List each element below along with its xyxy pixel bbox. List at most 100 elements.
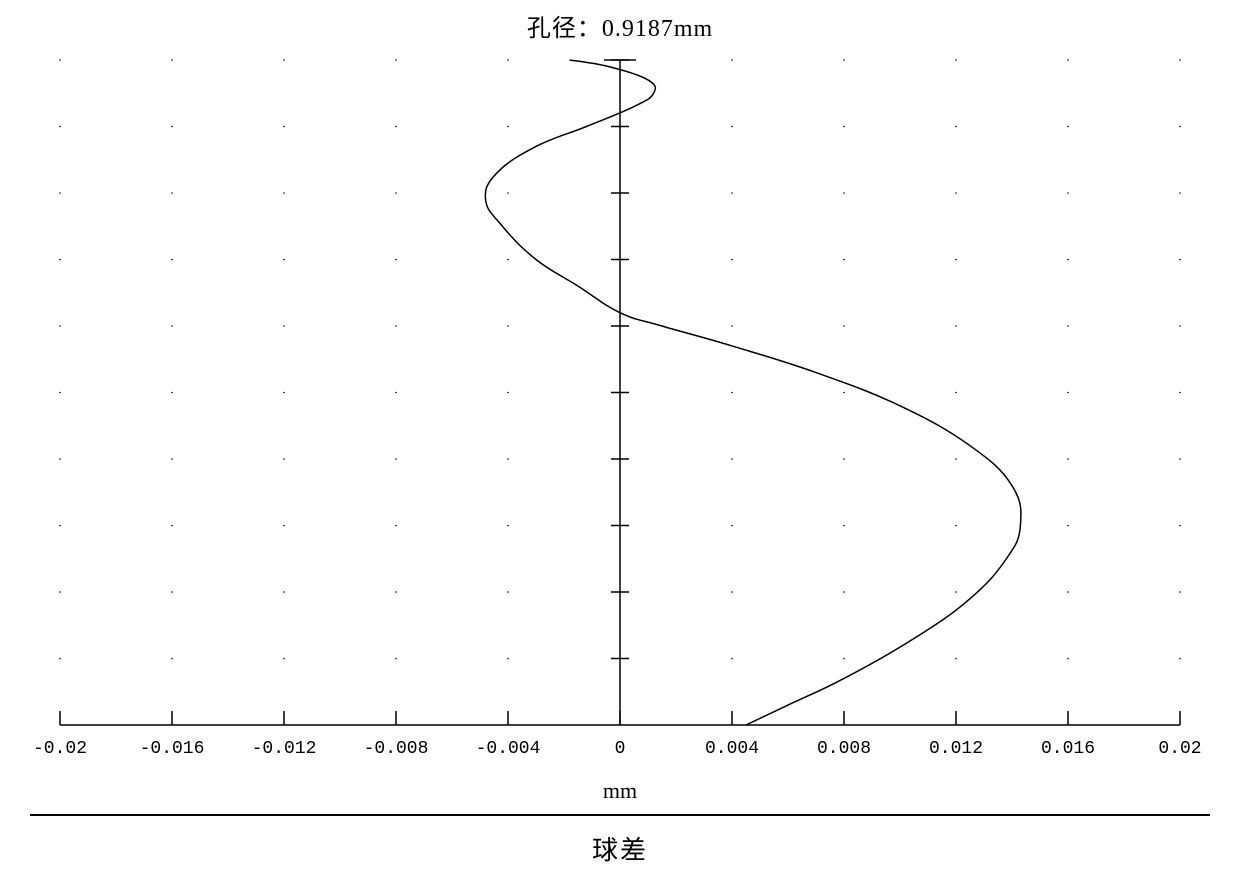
grid-dot [843,126,845,128]
grid-dot [843,259,845,261]
grid-dot [731,392,733,394]
grid-dot [171,658,173,660]
grid-dot [395,192,397,194]
grid-dot [171,59,173,61]
grid-dot [171,325,173,327]
grid-dot [59,126,61,128]
grid-dot [1179,192,1181,194]
x-axis-unit-label: mm [0,778,1240,804]
grid-dot [59,392,61,394]
grid-dot [843,458,845,460]
grid-dot [507,325,509,327]
grid-dot [395,458,397,460]
grid-dot [507,591,509,593]
grid-dot [171,525,173,527]
grid-dot [1179,458,1181,460]
grid-dot [59,458,61,460]
grid-dot [731,59,733,61]
grid-dot [171,126,173,128]
grid-dot [395,259,397,261]
grid-dot [955,325,957,327]
x-tick-label: 0.016 [1041,739,1095,759]
grid-dot [843,325,845,327]
grid-dot [1179,658,1181,660]
grid-dot [507,658,509,660]
grid-dot [1067,325,1069,327]
grid-dot [843,658,845,660]
grid-dot [507,259,509,261]
grid-dot [395,59,397,61]
grid-dot [59,259,61,261]
grid-dot [731,126,733,128]
x-tick-label: 0.02 [1158,739,1201,759]
grid-dot [843,591,845,593]
x-tick-label: 0 [615,739,626,759]
grid-dot [1067,192,1069,194]
grid-dot [283,658,285,660]
x-tick-label: -0.012 [252,739,317,759]
grid-dot [1067,591,1069,593]
grid-dot [59,59,61,61]
grid-dot [731,458,733,460]
grid-dot [283,259,285,261]
x-tick-label: 0.004 [705,739,759,759]
grid-dot [955,658,957,660]
grid-dot [59,325,61,327]
grid-dot [59,658,61,660]
x-tick-label: -0.004 [476,739,541,759]
grid-dot [731,259,733,261]
grid-dot [1179,325,1181,327]
grid-dot [507,458,509,460]
grid-dot [395,392,397,394]
grid-dot [507,192,509,194]
grid-dot [1067,658,1069,660]
grid-dot [507,59,509,61]
grid-dot [59,525,61,527]
grid-dot [507,392,509,394]
grid-dot [395,325,397,327]
grid-dot [955,525,957,527]
grid-dot [395,658,397,660]
grid-dot [1179,59,1181,61]
grid-dot [283,59,285,61]
grid-dot [1067,392,1069,394]
grid-dot [283,325,285,327]
grid-dot [1179,591,1181,593]
grid-dot [955,192,957,194]
aberration-curve [485,60,1021,725]
grid-dot [283,591,285,593]
grid-dot [731,591,733,593]
caption-divider [30,814,1210,816]
grid-dot [1067,525,1069,527]
grid-dot [1067,59,1069,61]
grid-dot [1067,259,1069,261]
grid-dot [1067,126,1069,128]
grid-dot [1067,458,1069,460]
grid-dot [283,525,285,527]
grid-dot [283,192,285,194]
grid-dot [395,525,397,527]
chart-caption: 球差 [0,830,1240,867]
grid-dot [955,59,957,61]
grid-dot [59,192,61,194]
grid-dot [283,392,285,394]
grid-dot [171,259,173,261]
grid-dot [171,192,173,194]
grid-dot [955,259,957,261]
grid-dot [1179,392,1181,394]
grid-dot [171,591,173,593]
grid-dot [731,325,733,327]
x-tick-label: 0.012 [929,739,983,759]
grid-dot [171,392,173,394]
grid-dot [955,392,957,394]
x-tick-label: -0.02 [33,739,87,759]
grid-dot [731,525,733,527]
grid-dot [731,658,733,660]
grid-dot [395,591,397,593]
grid-dot [507,126,509,128]
grid-dot [731,192,733,194]
grid-dot [283,458,285,460]
grid-dot [395,126,397,128]
grid-dot [843,525,845,527]
grid-dot [1179,126,1181,128]
